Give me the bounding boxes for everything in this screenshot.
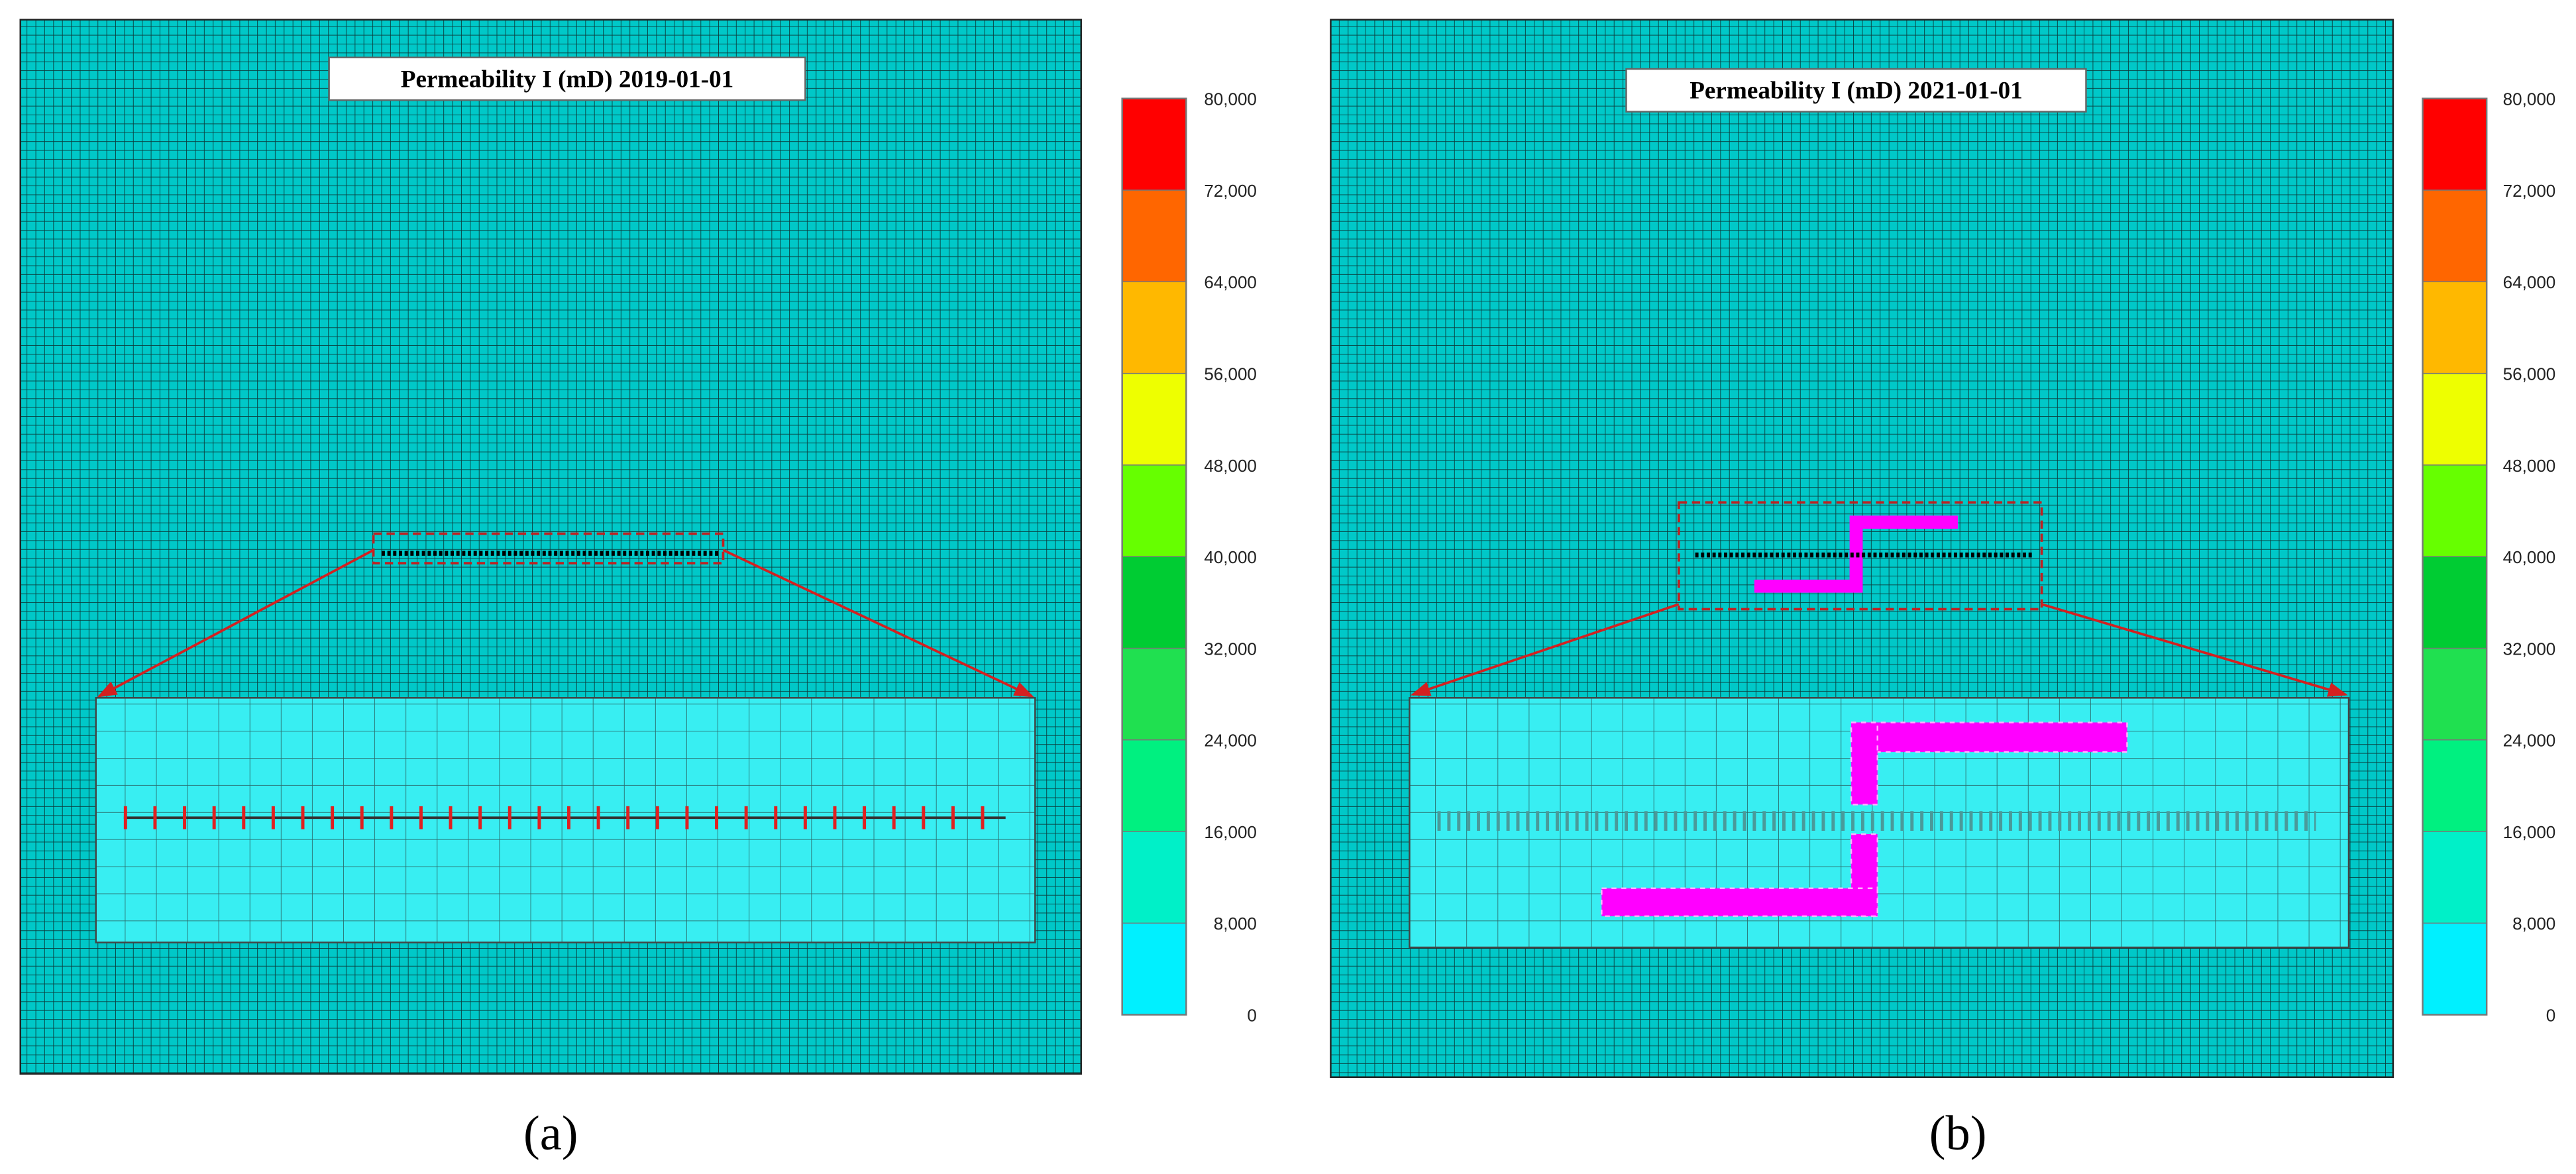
colorbar-band: [2422, 739, 2487, 832]
colorbar-band: [2422, 923, 2487, 1015]
panel-labels: Permeability I (mD) 2019-01-01 0 8,000 16,0…: [328, 56, 1257, 1161]
colorbar-tick-label: 16,000: [2503, 822, 2556, 842]
colorbar-tick-label: 32,000: [1204, 639, 1257, 659]
colorbar-band: [2422, 557, 2487, 649]
colorbar-band: [1122, 648, 1187, 740]
colorbar-tick-label: 56,000: [1204, 364, 1257, 384]
colorbar-tick-label: 40,000: [2503, 547, 2556, 567]
colorbar-band: [2422, 189, 2487, 282]
colorbar-tick-label: 72,000: [2503, 181, 2556, 201]
colorbar-tick-label: 8,000: [1214, 914, 1257, 934]
colorbar-tick-label: 0: [2546, 1006, 2555, 1026]
colorbar-tick-label: 48,000: [2503, 456, 2556, 476]
colorbar-tick-label: 16,000: [1204, 822, 1257, 842]
colorbar-tick-label: 8,000: [2512, 914, 2555, 934]
colorbar-band: [2422, 282, 2487, 374]
colorbar-band: [2422, 98, 2487, 190]
colorbar-tick-label: 32,000: [2503, 639, 2556, 659]
arrow: [97, 549, 374, 698]
colorbar-band: [1122, 373, 1187, 465]
colorbar-band: [2422, 373, 2487, 465]
zoom-box: [372, 532, 725, 564]
colorbar-tick-label: 64,000: [2503, 272, 2556, 292]
colorbar-tick-label: 40,000: [1204, 547, 1257, 567]
colorbar-band: [1122, 923, 1187, 1015]
colorbar-tick-label: 80,000: [2503, 89, 2556, 109]
colorbar-band: [1122, 557, 1187, 649]
panel-caption: (a): [523, 1106, 578, 1161]
colorbar-band: [1122, 98, 1187, 190]
colorbar-band: [1122, 282, 1187, 374]
colorbar-tick-label: 24,000: [2503, 731, 2556, 751]
colorbar-tick-label: 56,000: [2503, 364, 2556, 384]
panel-title: Permeability I (mD) 2021-01-01: [1690, 78, 2023, 105]
colorbar-band: [1122, 464, 1187, 557]
arrow: [722, 549, 1034, 698]
panel-a: [19, 19, 1082, 1075]
colorbar-band: [1122, 189, 1187, 282]
arrow: [2041, 603, 2348, 697]
colorbar-tick-label: 0: [1247, 1006, 1256, 1026]
colorbar-tick-label: 80,000: [1204, 89, 1257, 109]
panel-b: [1330, 19, 2394, 1079]
colorbar-band: [2422, 831, 2487, 924]
colorbar-band: [1122, 739, 1187, 832]
colorbar-band: [2422, 464, 2487, 557]
panel-labels: Permeability I (mD) 2021-01-01 0 8,000 16,0…: [1625, 68, 2556, 1161]
inset: [95, 697, 1036, 943]
colorbar-tick-label: 64,000: [1204, 272, 1257, 292]
panel-caption: (b): [1929, 1106, 1987, 1161]
colorbar-tick-label: 24,000: [1204, 731, 1257, 751]
colorbar-tick-label: 48,000: [1204, 456, 1257, 476]
colorbar-band: [1122, 831, 1187, 924]
inset-fracture: [1601, 721, 2128, 918]
colorbar-tick-label: 72,000: [1204, 181, 1257, 201]
arrow: [1410, 603, 1680, 696]
panel-title: Permeability I (mD) 2019-01-01: [401, 66, 734, 93]
title-box: [328, 56, 806, 101]
colorbar-band: [2422, 648, 2487, 740]
zoom-box: [1677, 501, 2043, 611]
title-box: [1625, 68, 2087, 113]
